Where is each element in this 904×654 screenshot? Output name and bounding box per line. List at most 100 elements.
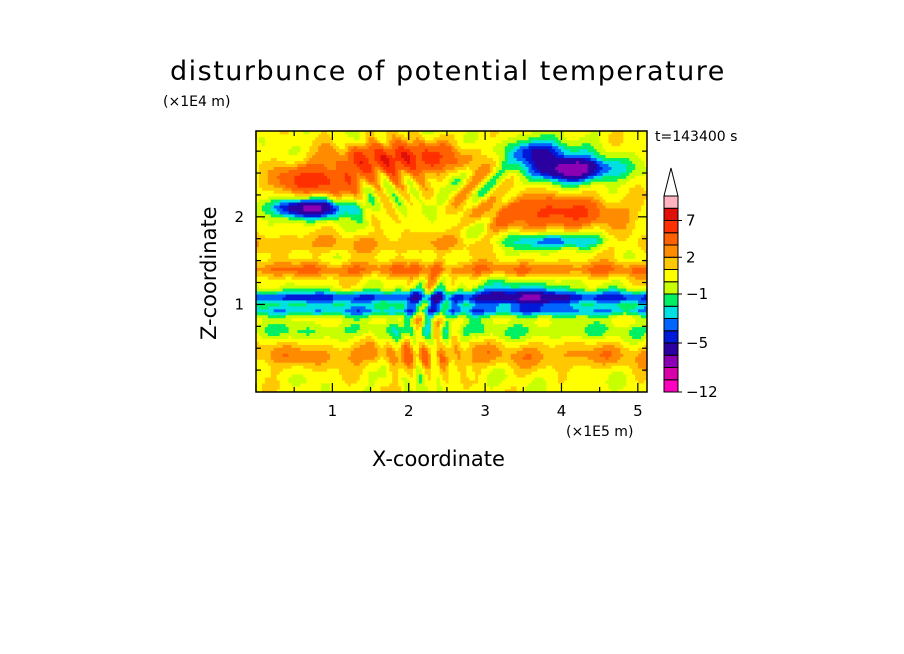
contour-cell [362, 279, 366, 283]
contour-cell [587, 359, 592, 363]
contour-cell [350, 320, 355, 325]
contour-cell [513, 300, 518, 304]
contour-cell [285, 353, 289, 357]
contour-cell [421, 303, 426, 307]
contour-cell [498, 389, 503, 392]
contour-cell [632, 311, 636, 316]
contour-cell [641, 338, 645, 342]
contour-cell [338, 329, 343, 334]
contour-cell [318, 365, 322, 369]
contour-cell [415, 294, 420, 298]
contour-cell [365, 285, 369, 289]
contour-cell [392, 338, 396, 342]
contour-cell [540, 347, 544, 351]
contour-cell [463, 374, 467, 378]
contour-cell [593, 308, 597, 313]
contour-cell [353, 362, 358, 366]
contour-cell [614, 329, 618, 334]
contour-cell [641, 335, 645, 339]
contour-cell [584, 285, 589, 289]
contour-cell [324, 282, 328, 286]
contour-cell [327, 282, 331, 286]
contour-cell [605, 383, 609, 387]
contour-cell [412, 353, 417, 357]
contour-cell [644, 350, 647, 354]
contour-cell [359, 279, 363, 283]
contour-cell [294, 335, 298, 339]
contour-cell [412, 314, 417, 319]
contour-cell [380, 347, 384, 351]
contour-cell [469, 294, 473, 298]
contour-cell [469, 344, 473, 348]
contour-cell [510, 297, 515, 301]
contour-cell [359, 338, 363, 342]
contour-cell [398, 308, 402, 313]
contour-cell [300, 374, 304, 378]
contour-cell [620, 303, 624, 307]
contour-cell [415, 291, 420, 295]
contour-cell [427, 341, 432, 345]
contour-cell [596, 362, 600, 366]
contour-cell [350, 350, 355, 354]
contour-cell [359, 377, 363, 381]
contour-cell [392, 279, 396, 283]
contour-cell [501, 300, 506, 304]
contour-cell [620, 317, 624, 322]
contour-cell [463, 297, 467, 301]
contour-cell [445, 380, 449, 384]
contour-cell [380, 297, 384, 301]
contour-cell [256, 350, 260, 354]
contour-cell [587, 288, 592, 292]
contour-cell [256, 326, 260, 331]
contour-cell [448, 305, 452, 310]
contour-cell [270, 347, 275, 351]
contour-cell [439, 288, 443, 292]
contour-cell [258, 282, 263, 286]
contour-cell [282, 285, 286, 289]
contour-cell [602, 353, 606, 357]
contour-cell [481, 377, 485, 381]
contour-cell [543, 305, 547, 310]
contour-cell [478, 359, 482, 363]
contour-cell [522, 380, 526, 384]
contour-cell [475, 353, 479, 357]
contour-cell [389, 332, 393, 336]
contour-cell [333, 356, 337, 360]
contour-cell [371, 356, 375, 360]
contour-cell [273, 305, 278, 310]
contour-cell [306, 335, 310, 339]
contour-cell [507, 335, 512, 339]
contour-cell [501, 344, 506, 348]
contour-cell [623, 308, 627, 313]
contour-cell [605, 371, 609, 375]
contour-cell [635, 305, 639, 310]
contour-cell [469, 279, 473, 283]
contour-cell [415, 282, 420, 286]
contour-cell [264, 359, 269, 363]
contour-cell [279, 314, 284, 319]
contour-cell [513, 291, 518, 295]
contour-cell [510, 308, 515, 313]
contour-cell [377, 341, 381, 345]
contour-cell [291, 303, 295, 307]
contour-cell [513, 317, 518, 322]
contour-cell [569, 317, 574, 322]
contour-cell [282, 294, 286, 298]
contour-cell [593, 320, 597, 325]
contour-cell [561, 305, 565, 310]
contour-cell [380, 350, 384, 354]
contour-cell [599, 350, 603, 354]
contour-cell [377, 282, 381, 286]
contour-cell [353, 374, 358, 378]
contour-cell [492, 329, 497, 334]
contour-cell [294, 285, 298, 289]
contour-cell [558, 297, 562, 301]
contour-cell [504, 344, 509, 348]
contour-cell [415, 350, 420, 354]
contour-cell [380, 311, 384, 316]
contour-cell [389, 341, 393, 345]
contour-cell [415, 359, 420, 363]
contour-cell [608, 288, 612, 292]
contour-cell [380, 300, 384, 304]
contour-cell [315, 332, 319, 336]
